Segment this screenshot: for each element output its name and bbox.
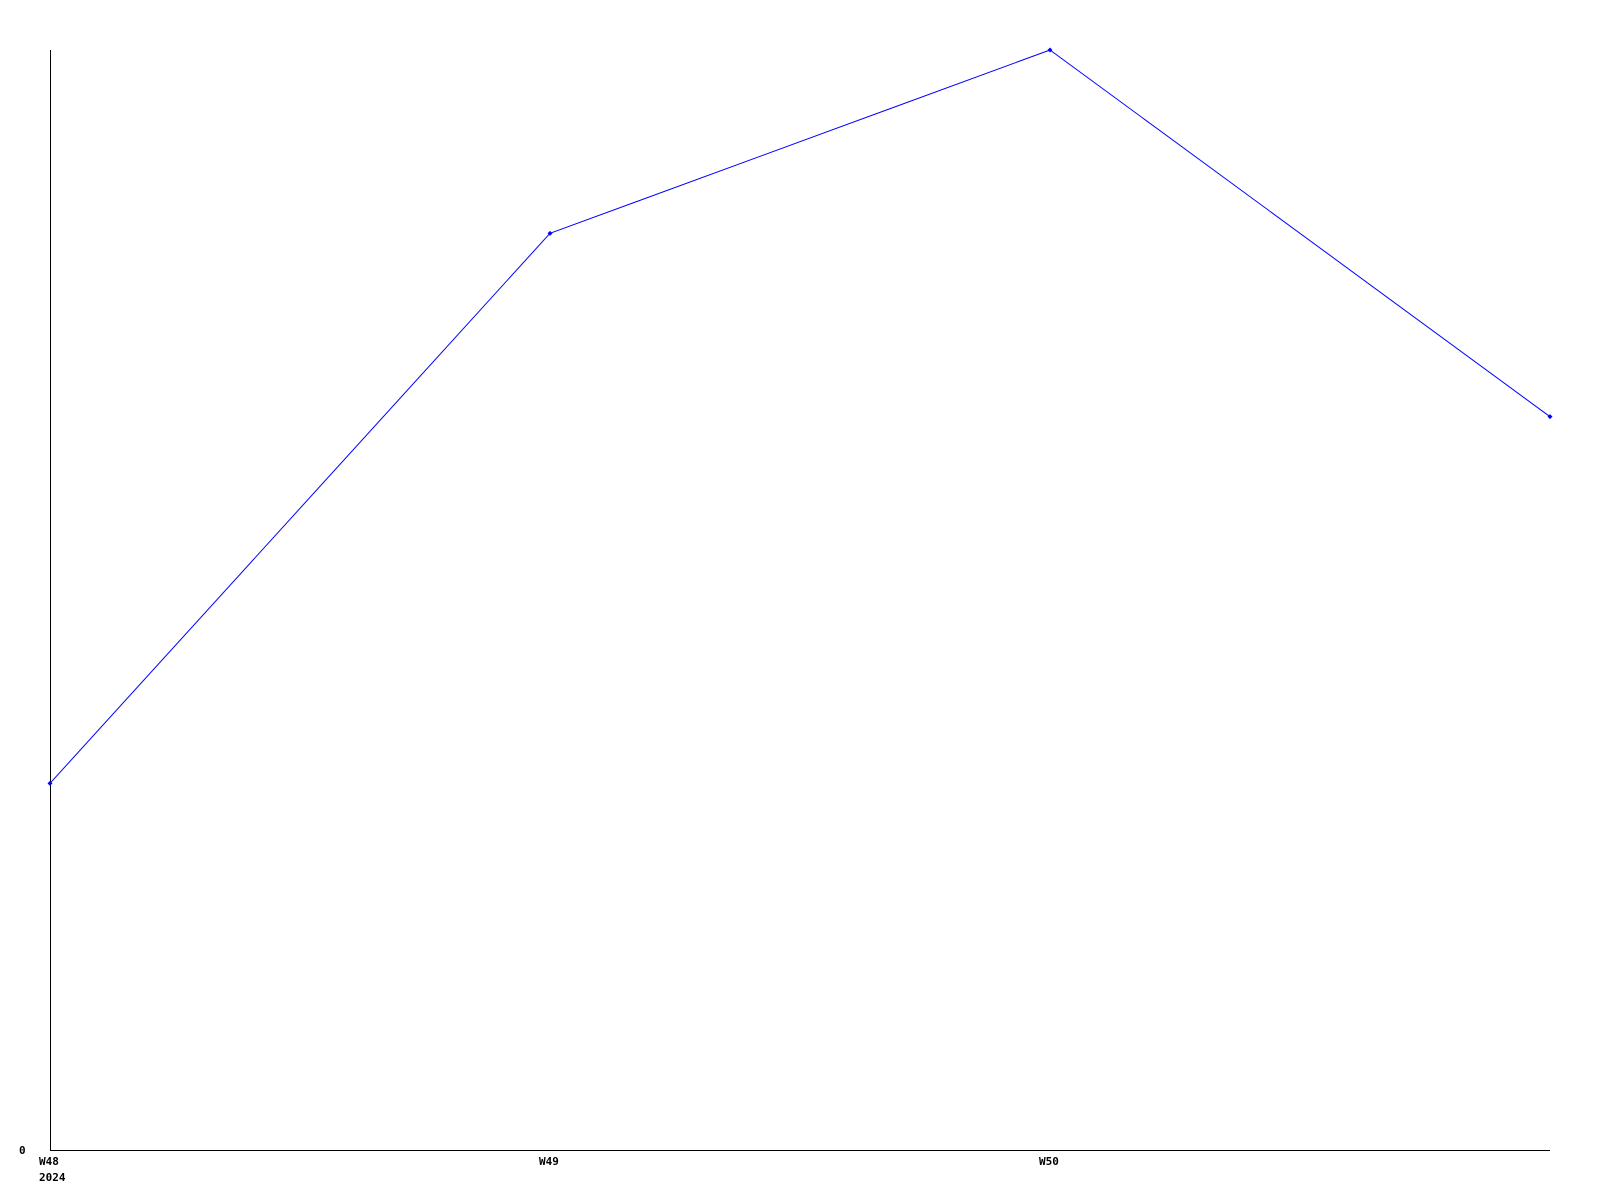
x-tick-label: W49 — [539, 1155, 559, 1168]
data-point — [1547, 414, 1553, 420]
series-line-segment — [549, 49, 1051, 234]
series-line-segment — [1049, 49, 1551, 418]
series-line-segment — [49, 232, 551, 784]
y-tick-label: 0 — [19, 1144, 26, 1157]
x-tick-sublabel: 2024 — [39, 1171, 66, 1184]
data-point — [47, 780, 53, 786]
data-point — [1047, 47, 1053, 53]
data-point — [547, 230, 553, 236]
x-tick-label: W48 — [39, 1155, 59, 1168]
x-tick-label: W50 — [1039, 1155, 1059, 1168]
